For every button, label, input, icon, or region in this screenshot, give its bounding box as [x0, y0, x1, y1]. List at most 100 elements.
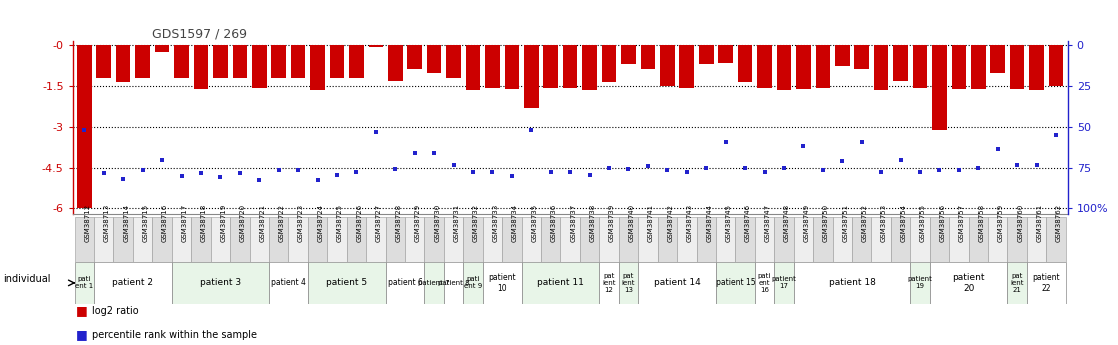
- Bar: [951, 46, 966, 89]
- Text: GSM38717: GSM38717: [181, 204, 188, 242]
- Bar: [813, 217, 833, 262]
- Text: pat
ient
13: pat ient 13: [622, 273, 635, 293]
- Bar: [214, 46, 228, 78]
- Bar: [133, 217, 152, 262]
- Text: GSM38739: GSM38739: [609, 204, 615, 242]
- Bar: [560, 217, 580, 262]
- Bar: [386, 262, 425, 304]
- Bar: [699, 46, 713, 65]
- Bar: [269, 262, 307, 304]
- Bar: [1007, 217, 1026, 262]
- Text: GSM38750: GSM38750: [823, 204, 828, 242]
- Bar: [152, 217, 172, 262]
- Text: GSM38752: GSM38752: [862, 204, 868, 242]
- Bar: [269, 217, 288, 262]
- Bar: [1030, 46, 1044, 90]
- Text: GSM38760: GSM38760: [1017, 204, 1023, 242]
- Bar: [369, 46, 383, 47]
- Bar: [405, 217, 425, 262]
- Bar: [307, 262, 386, 304]
- Bar: [622, 46, 636, 65]
- Bar: [504, 46, 519, 89]
- Bar: [483, 262, 522, 304]
- Text: GSM38756: GSM38756: [939, 204, 946, 242]
- Text: GSM38718: GSM38718: [201, 204, 207, 242]
- Bar: [697, 217, 716, 262]
- Bar: [291, 46, 305, 78]
- Text: GSM38762: GSM38762: [1057, 204, 1062, 242]
- Text: GSM38728: GSM38728: [396, 204, 401, 242]
- Bar: [777, 46, 792, 90]
- Text: GSM38713: GSM38713: [104, 204, 110, 242]
- Bar: [738, 46, 752, 82]
- Bar: [386, 217, 405, 262]
- Bar: [582, 46, 597, 90]
- Bar: [716, 217, 736, 262]
- Bar: [893, 46, 908, 81]
- Text: GSM38747: GSM38747: [765, 204, 770, 242]
- Bar: [1049, 46, 1063, 86]
- Bar: [311, 46, 325, 90]
- Text: GSM38751: GSM38751: [842, 204, 849, 242]
- Bar: [114, 217, 133, 262]
- Bar: [444, 262, 463, 304]
- Bar: [775, 217, 794, 262]
- Bar: [794, 217, 813, 262]
- Bar: [815, 46, 830, 88]
- Bar: [77, 46, 92, 208]
- Bar: [524, 46, 539, 108]
- Bar: [94, 217, 114, 262]
- Text: GSM38737: GSM38737: [570, 204, 576, 242]
- Text: patient 15: patient 15: [716, 278, 755, 287]
- Text: patient 6: patient 6: [388, 278, 423, 287]
- Bar: [854, 46, 869, 69]
- Bar: [135, 46, 150, 78]
- Bar: [930, 217, 949, 262]
- Text: GSM38732: GSM38732: [473, 204, 479, 242]
- Text: GSM38753: GSM38753: [881, 204, 887, 242]
- Text: pati
ent 1: pati ent 1: [75, 276, 94, 289]
- Text: patient
19: patient 19: [908, 276, 932, 289]
- Bar: [968, 217, 988, 262]
- Text: GSM38741: GSM38741: [648, 204, 654, 242]
- Bar: [660, 46, 674, 86]
- Bar: [233, 46, 247, 78]
- Bar: [1046, 217, 1065, 262]
- Bar: [910, 217, 930, 262]
- Text: GSM38743: GSM38743: [686, 204, 693, 242]
- Text: GSM38725: GSM38725: [337, 204, 343, 242]
- Bar: [988, 217, 1007, 262]
- Bar: [483, 217, 502, 262]
- Text: GSM38745: GSM38745: [726, 204, 731, 242]
- Text: GSM38729: GSM38729: [415, 204, 420, 242]
- Bar: [154, 46, 169, 52]
- Bar: [366, 217, 386, 262]
- Text: GSM38722: GSM38722: [278, 204, 285, 242]
- Text: GSM38761: GSM38761: [1036, 204, 1043, 242]
- Bar: [949, 217, 968, 262]
- Text: GSM38712: GSM38712: [84, 204, 91, 242]
- Bar: [485, 46, 500, 88]
- Text: patient 18: patient 18: [828, 278, 875, 287]
- Bar: [172, 217, 191, 262]
- Text: GSM38727: GSM38727: [376, 204, 382, 242]
- Bar: [930, 262, 1007, 304]
- Bar: [638, 262, 716, 304]
- Bar: [463, 217, 483, 262]
- Bar: [618, 217, 638, 262]
- Text: log2 ratio: log2 ratio: [92, 306, 139, 315]
- Bar: [347, 217, 366, 262]
- Text: GSM38746: GSM38746: [745, 204, 751, 242]
- Text: GSM38755: GSM38755: [920, 204, 926, 242]
- Text: patient 3: patient 3: [200, 278, 241, 287]
- Bar: [425, 262, 444, 304]
- Text: GSM38715: GSM38715: [143, 204, 149, 242]
- Bar: [172, 262, 269, 304]
- Text: patient 2: patient 2: [113, 278, 153, 287]
- Bar: [891, 217, 910, 262]
- Bar: [116, 46, 131, 82]
- Bar: [249, 217, 269, 262]
- Bar: [543, 46, 558, 88]
- Text: patient
17: patient 17: [771, 276, 796, 289]
- Bar: [407, 46, 421, 69]
